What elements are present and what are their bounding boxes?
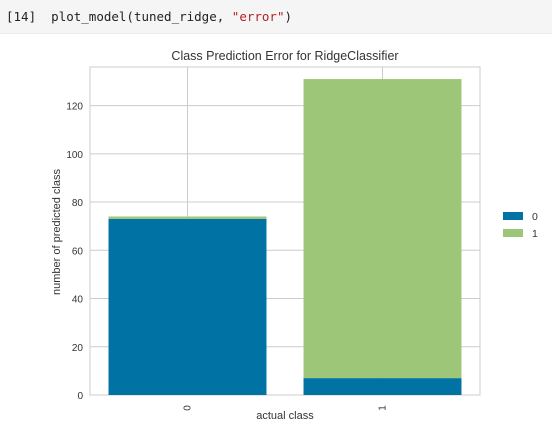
x-tick-label: 0 <box>183 405 194 411</box>
legend-label-1: 1 <box>532 228 538 240</box>
bar-class-1-predicted-1 <box>303 79 462 379</box>
y-tick-label: 0 <box>77 391 83 402</box>
chart-svg: Class Prediction Error for RidgeClassifi… <box>51 49 538 422</box>
x-axis-label: actual class <box>256 410 314 422</box>
bar-class-1-predicted-0 <box>303 378 462 395</box>
code-string: "error" <box>231 9 285 24</box>
bar-class-0-predicted-0 <box>108 218 267 395</box>
x-tick-label: 1 <box>378 405 389 411</box>
y-tick-label: 60 <box>72 246 84 257</box>
y-tick-label: 80 <box>72 198 84 209</box>
bar-class-0-predicted-1 <box>108 216 267 219</box>
legend: 01 <box>503 211 538 240</box>
chart-output: Class Prediction Error for RidgeClassifi… <box>0 34 552 430</box>
cell-prompt: [14] <box>6 9 37 24</box>
legend-swatch-0 <box>503 212 523 220</box>
y-tick-label: 100 <box>66 150 83 161</box>
code-cell[interactable]: [14] plot_model(tuned_ridge, "error") <box>0 0 552 34</box>
legend-swatch-1 <box>503 229 523 237</box>
y-tick-label: 120 <box>66 102 83 113</box>
y-tick-label: 40 <box>72 295 84 306</box>
code-prefix: plot_model(tuned_ridge, <box>51 9 232 24</box>
y-axis-label: number of predicted class <box>51 169 63 295</box>
chart-title: Class Prediction Error for RidgeClassifi… <box>171 49 398 63</box>
y-tick-label: 20 <box>72 343 84 354</box>
legend-label-0: 0 <box>532 211 538 223</box>
plot-area: 0 20 40 60 80 100 120 0 1 <box>66 66 481 411</box>
code-suffix: ) <box>284 9 293 24</box>
code-line: [14] plot_model(tuned_ridge, "error") <box>6 9 292 24</box>
